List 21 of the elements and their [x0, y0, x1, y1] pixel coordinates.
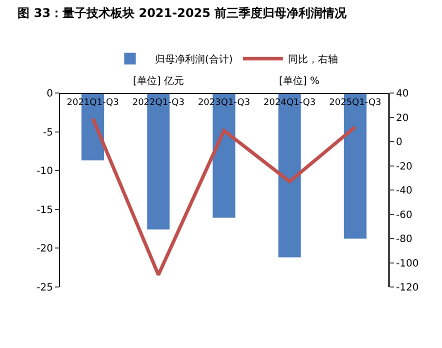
y2-tick-label: -40 [396, 186, 412, 196]
y-tick-label: -20 [36, 244, 53, 255]
line-series [91, 116, 357, 277]
legend-label: 归母净利润(合计) [155, 53, 233, 66]
y-axis-title: [单位] 亿元 [133, 75, 184, 87]
y2-tick-label: -80 [396, 234, 412, 245]
y2-tick-label: 40 [396, 88, 409, 100]
y2-axis-title: [单位] % [279, 75, 320, 87]
y2-tick-label: -60 [396, 210, 412, 221]
y-tick-label: -25 [36, 282, 53, 294]
y2-tick-label: 20 [396, 112, 409, 124]
y-tick-label: -5 [43, 127, 53, 138]
y2-tick-label: 0 [396, 137, 402, 148]
y-tick-label: 0 [46, 88, 53, 100]
legend-label: 同比，右轴 [288, 53, 338, 66]
y2-tick-label: -100 [396, 258, 419, 270]
y-tick-label: -10 [36, 166, 53, 178]
chart-title: 图 33：量子技术板块 2021-2025 前三季度归母净利润情况 [18, 6, 348, 20]
y2-tick-label: -20 [396, 161, 412, 172]
y2-tick-label: -120 [396, 282, 419, 294]
y-tick-label: -15 [36, 204, 53, 216]
